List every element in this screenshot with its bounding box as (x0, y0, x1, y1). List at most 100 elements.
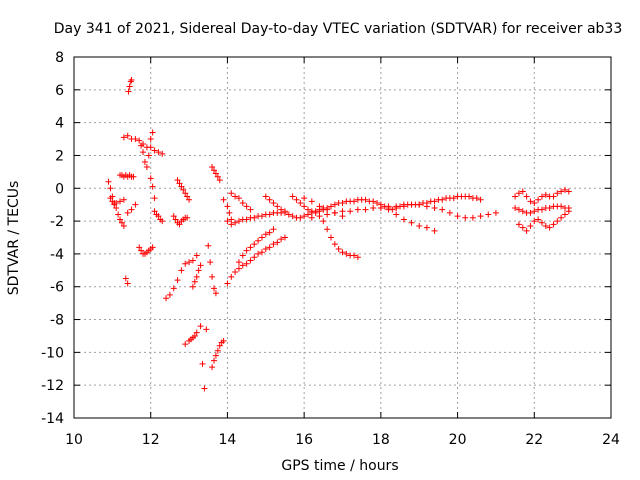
data-point (289, 193, 296, 200)
series-arc-w (224, 234, 288, 287)
x-tick-label: 24 (602, 432, 620, 448)
x-tick-label: 14 (219, 432, 237, 448)
data-point (565, 188, 572, 195)
data-point (423, 203, 430, 210)
series-arc-aa (289, 193, 484, 216)
data-point (542, 191, 549, 198)
data-point (159, 150, 166, 157)
y-tick-label: -8 (50, 313, 64, 329)
data-point (151, 208, 158, 215)
data-point (211, 285, 218, 292)
data-point (195, 267, 202, 274)
data-point (270, 241, 277, 248)
data-point (550, 221, 557, 228)
data-point (423, 224, 430, 231)
data-point (527, 198, 534, 205)
data-point (235, 259, 242, 266)
x-tick-label: 22 (525, 432, 543, 448)
data-point (239, 200, 246, 207)
data-point (239, 262, 246, 269)
data-point (216, 342, 223, 349)
data-point (462, 214, 469, 221)
data-point (492, 209, 499, 216)
series-arc-h (136, 244, 156, 257)
data-point (170, 285, 177, 292)
data-point (209, 364, 216, 371)
data-point (125, 88, 132, 95)
data-point (203, 326, 210, 333)
data-point (354, 206, 361, 213)
data-point (228, 190, 235, 197)
data-point (220, 196, 227, 203)
data-point (266, 229, 273, 236)
data-point (527, 223, 534, 230)
data-point (285, 211, 292, 218)
data-point (243, 247, 250, 254)
data-point (247, 206, 254, 213)
data-point (331, 201, 338, 208)
data-point (527, 209, 534, 216)
data-point (304, 206, 311, 213)
data-point (339, 249, 346, 256)
data-point (523, 227, 530, 234)
data-point (149, 183, 156, 190)
data-point (120, 196, 127, 203)
data-point (247, 257, 254, 264)
data-point (182, 190, 189, 197)
data-point (558, 203, 565, 210)
series-arc-o (182, 323, 204, 348)
data-point (316, 203, 323, 210)
data-point (126, 83, 133, 90)
x-tick-label: 12 (142, 432, 160, 448)
data-point (149, 129, 156, 136)
data-point (477, 196, 484, 203)
data-point (293, 196, 300, 203)
data-point (393, 211, 400, 218)
data-point (262, 231, 269, 238)
data-point (224, 218, 231, 225)
data-point (374, 200, 381, 207)
data-point (182, 341, 189, 348)
y-tick-label: 6 (55, 83, 64, 99)
x-tick-label: 10 (65, 432, 83, 448)
chart-title: Day 341 of 2021, Sidereal Day-to-day VTE… (54, 21, 623, 37)
data-point (343, 250, 350, 257)
data-point (191, 332, 198, 339)
data-point (550, 193, 557, 200)
series-arc-l (170, 213, 191, 228)
data-point (531, 208, 538, 215)
data-point (232, 219, 239, 226)
data-point (554, 190, 561, 197)
data-point (339, 213, 346, 220)
data-point (232, 268, 239, 275)
x-tick-label: 20 (449, 432, 467, 448)
data-point (312, 209, 319, 216)
data-point (186, 196, 193, 203)
data-point (209, 163, 216, 170)
series-arc-ac (320, 218, 361, 261)
data-point (228, 221, 235, 228)
data-point (147, 136, 154, 143)
series-arc-g (124, 201, 139, 216)
data-point (542, 223, 549, 230)
data-point (172, 216, 179, 223)
data-point (347, 208, 354, 215)
x-tick-label: 16 (295, 432, 313, 448)
data-point (128, 206, 135, 213)
data-point (207, 259, 214, 266)
data-point (331, 209, 338, 216)
data-point (316, 213, 323, 220)
data-point (446, 209, 453, 216)
series-arc-v (224, 208, 288, 228)
data-point (370, 204, 377, 211)
data-point (335, 245, 342, 252)
data-point (450, 195, 457, 202)
data-point (228, 273, 235, 280)
data-point (180, 186, 187, 193)
data-point (262, 245, 269, 252)
data-point (189, 257, 196, 264)
data-point (289, 213, 296, 220)
data-point (473, 195, 480, 202)
series-arc-p (189, 262, 204, 290)
